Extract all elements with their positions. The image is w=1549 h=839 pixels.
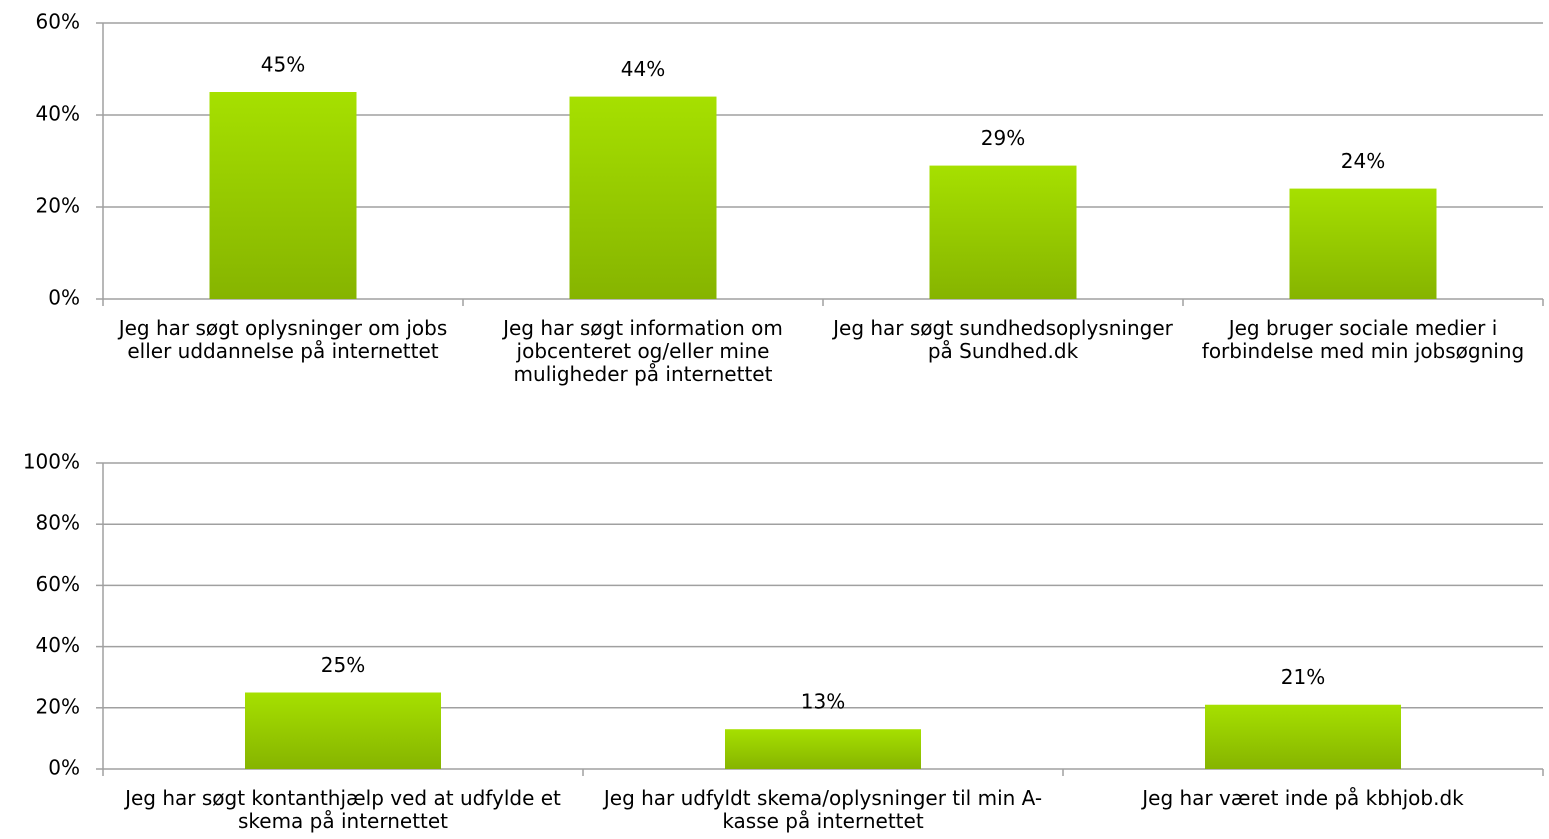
- x-tick-label: Jeg har udfyldt skema/oplysninger til mi…: [603, 786, 1043, 833]
- x-tick-label: Jeg har været inde på kbhjob.dk: [1142, 786, 1464, 810]
- y-tick-label: 100%: [23, 450, 80, 474]
- value-label: 25%: [321, 653, 365, 677]
- bar: [725, 729, 921, 769]
- y-tick-label: 0%: [48, 756, 80, 780]
- x-tick-label: Jeg bruger sociale medier i forbindelse …: [1201, 316, 1525, 363]
- value-label: 13%: [801, 690, 845, 714]
- bar: [1205, 704, 1401, 769]
- x-tick-label: Jeg har søgt kontanthjælp ved at udfylde…: [125, 786, 561, 833]
- x-tick-label: Jeg har søgt sundhedsoplysninger på Sund…: [833, 316, 1173, 363]
- y-tick-label: 20%: [36, 694, 80, 718]
- bar: [209, 92, 357, 299]
- value-label: 45%: [261, 53, 305, 77]
- y-tick-label: 20%: [36, 194, 80, 218]
- value-label: 44%: [621, 57, 665, 81]
- value-label: 24%: [1341, 149, 1385, 173]
- y-tick-label: 40%: [36, 633, 80, 657]
- y-tick-label: 60%: [36, 10, 80, 34]
- bar: [245, 692, 441, 769]
- x-tick-label: Jeg har søgt information om jobcenteret …: [503, 316, 783, 386]
- x-tick-label: Jeg har søgt oplysninger om jobs eller u…: [118, 316, 448, 363]
- y-tick-label: 0%: [48, 286, 80, 310]
- y-tick-label: 80%: [36, 511, 80, 535]
- y-tick-label: 40%: [36, 102, 80, 126]
- y-tick-label: 60%: [36, 572, 80, 596]
- value-label: 29%: [981, 126, 1025, 150]
- value-label: 21%: [1281, 665, 1325, 689]
- bar: [1289, 188, 1437, 299]
- bar: [929, 165, 1077, 299]
- bar: [569, 96, 717, 299]
